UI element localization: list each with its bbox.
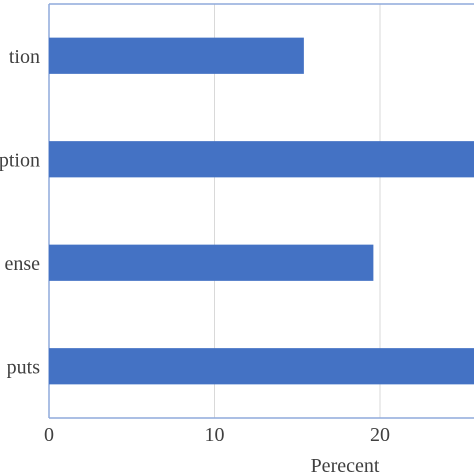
x-tick-label: 20 (370, 424, 390, 446)
category-label: puts (7, 356, 41, 378)
category-label: ption (0, 149, 40, 171)
category-label: ense (4, 253, 40, 275)
bar (49, 141, 474, 178)
x-tick-label: 0 (44, 424, 54, 446)
x-tick-label: 10 (205, 424, 225, 446)
bar (49, 348, 474, 385)
bars (49, 37, 474, 385)
category-label: tion (9, 46, 40, 68)
x-axis-title: Perecent (311, 455, 380, 474)
labels: 01020304050tionptionenseputs (0, 46, 390, 446)
bar (49, 37, 304, 74)
bar (49, 244, 374, 281)
